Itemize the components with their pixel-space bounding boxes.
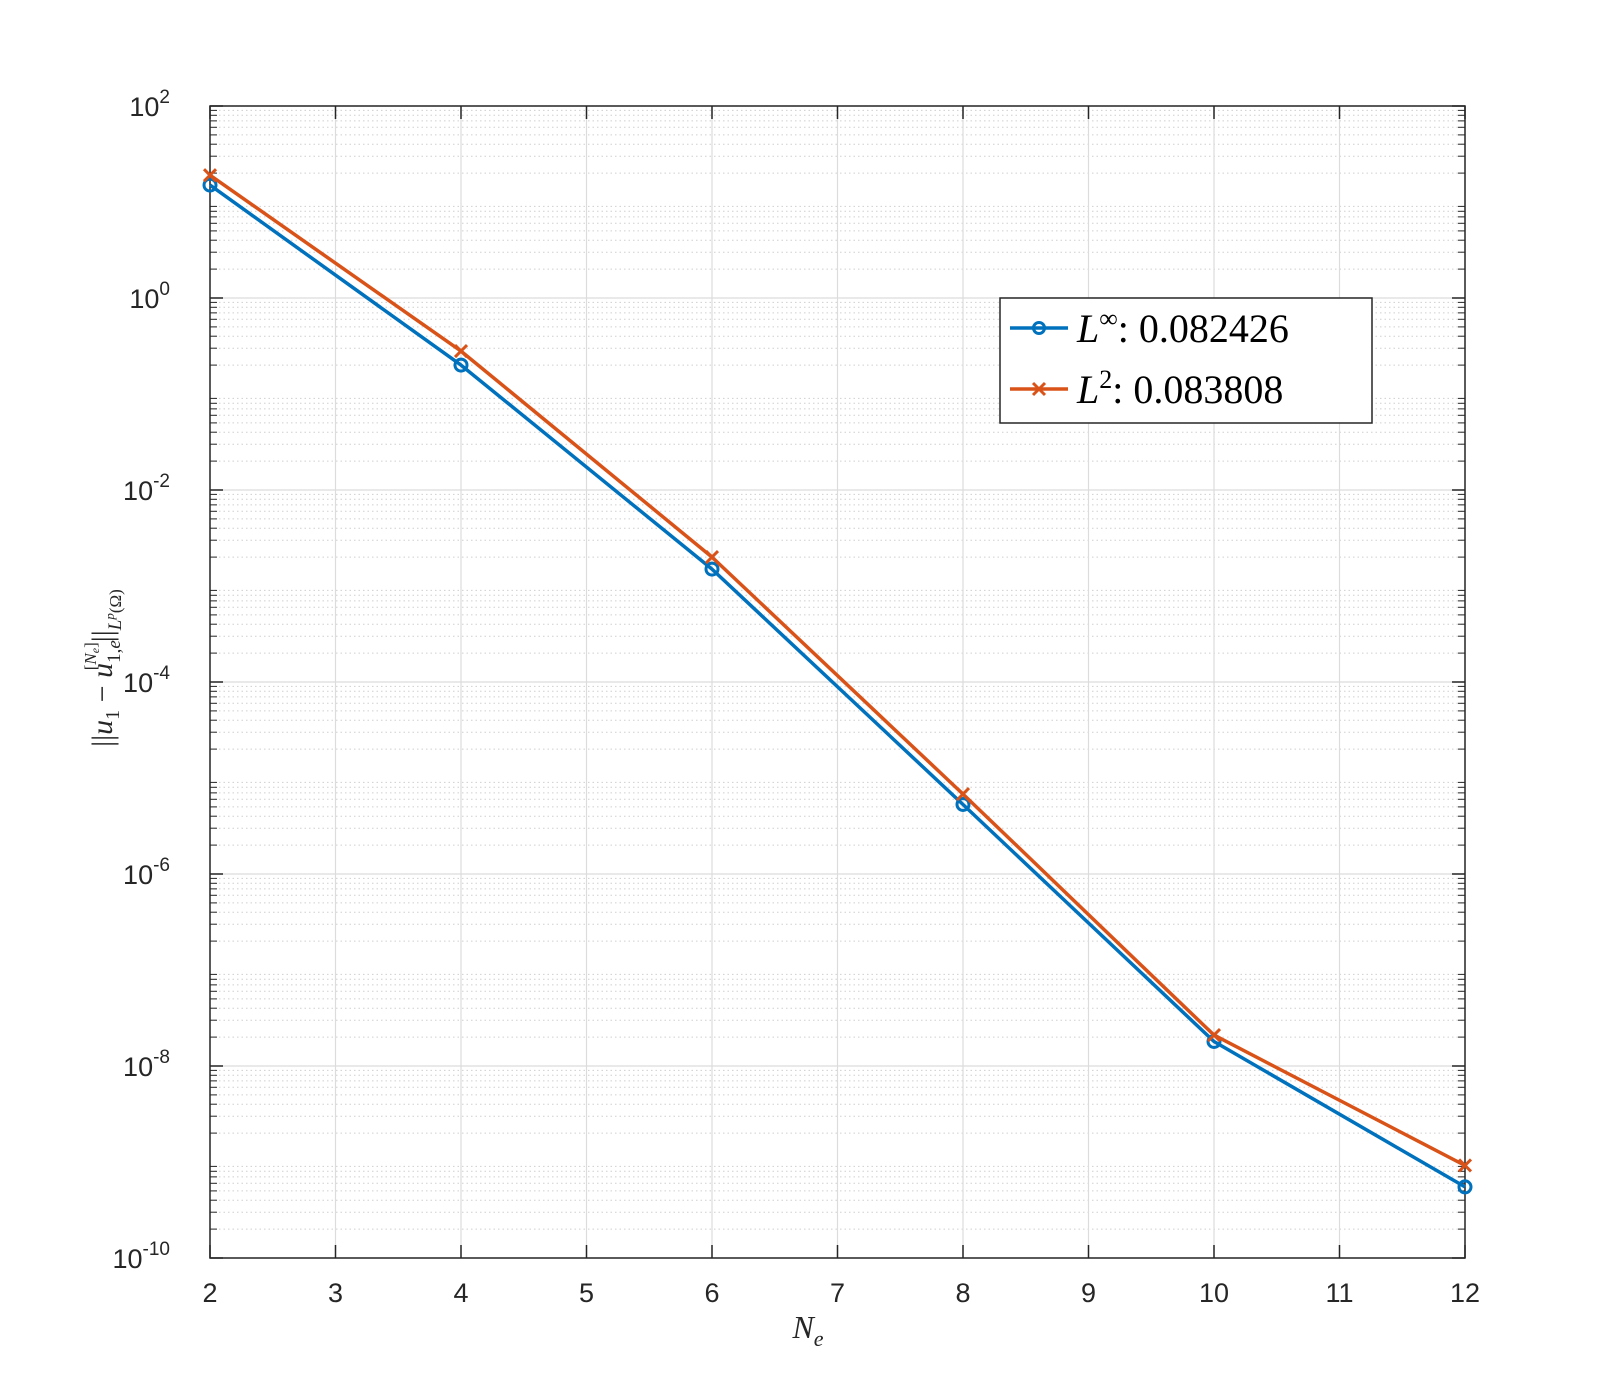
y-axis-label: ||u1 − u1,e[Ne]||Lp(Ω) — [81, 589, 126, 747]
data-point-circle — [453, 357, 469, 373]
legend-linf-sup: ∞ — [1099, 304, 1118, 333]
legend-linf-value: : 0.082426 — [1118, 306, 1289, 351]
series-line-0 — [208, 183, 1466, 1189]
y-tick-label: 10-6 — [123, 855, 170, 890]
marker-stroke — [1206, 1028, 1222, 1043]
marker-stroke — [453, 344, 469, 359]
marker-stroke — [1031, 381, 1047, 397]
y-tick-label: 100 — [129, 279, 170, 314]
data-point-circle — [955, 796, 971, 812]
x-tick-label: 4 — [453, 1278, 468, 1308]
x-tick-label: 12 — [1450, 1278, 1480, 1308]
legend-box — [999, 297, 1373, 424]
marker-stroke — [704, 550, 720, 565]
legend: L∞: 0.082426 L2: 0.083808 — [999, 297, 1373, 424]
x-tick-label: 9 — [1081, 1278, 1096, 1308]
y-tick-label: 10-2 — [123, 471, 170, 506]
legend-marker-l2 — [1031, 381, 1047, 397]
data-point-circle — [202, 177, 218, 193]
data-point-circle — [1457, 1179, 1473, 1195]
x-tick-label: 5 — [579, 1278, 594, 1308]
legend-l2-symbol: L — [1076, 367, 1099, 412]
legend-l2-value: : 0.083808 — [1112, 367, 1283, 412]
x-tick-label: 11 — [1325, 1278, 1353, 1308]
axis-ticks — [209, 105, 1466, 1259]
marker-stroke — [955, 787, 971, 802]
series-line-1 — [208, 173, 1466, 1168]
legend-l2-sup: 2 — [1099, 365, 1112, 394]
x-tick-label: 2 — [202, 1278, 217, 1308]
data-point-x — [1457, 1158, 1473, 1173]
marker-stroke — [202, 168, 218, 183]
x-tick-labels: 2 3 4 5 6 7 8 9 10 11 12 — [202, 1278, 1480, 1308]
x-tick-label: 3 — [328, 1278, 343, 1308]
x-tick-label: 8 — [955, 1278, 970, 1308]
y-tick-label: 10-8 — [123, 1047, 170, 1082]
data-point-x — [202, 168, 218, 183]
data-point-x — [704, 550, 720, 565]
x-tick-label: 7 — [830, 1278, 845, 1308]
svg-text:||u1 − u1,e[Ne]||Lp(Ω): ||u1 − u1,e[Ne]||Lp(Ω) — [81, 589, 126, 747]
series-layer — [202, 168, 1473, 1195]
marker-stroke — [1457, 1158, 1473, 1173]
data-point-circle — [704, 561, 720, 577]
x-tick-label: 10 — [1199, 1278, 1229, 1308]
data-point-x — [453, 344, 469, 359]
y-tick-label: 10-10 — [112, 1239, 170, 1274]
legend-entry-linf: L∞: 0.082426 — [1076, 304, 1289, 351]
y-tick-label: 10-4 — [123, 663, 170, 698]
legend-marker-linf — [1032, 321, 1046, 335]
y-tick-labels: 10-10 10-8 10-6 10-4 10-2 100 102 — [112, 87, 170, 1274]
data-point-x — [955, 787, 971, 802]
x-tick-label: 6 — [704, 1278, 719, 1308]
data-point-x — [1206, 1028, 1222, 1043]
legend-linf-symbol: L — [1076, 306, 1099, 351]
legend-entry-l2: L2: 0.083808 — [1076, 365, 1283, 412]
y-tick-label: 102 — [129, 87, 170, 122]
